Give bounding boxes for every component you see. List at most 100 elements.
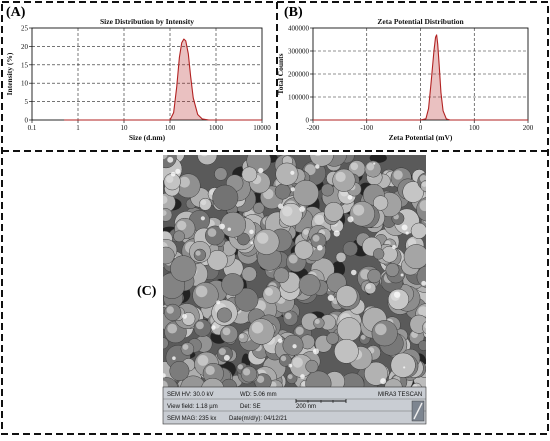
- sem-particle: [298, 274, 321, 296]
- sem-particle: [234, 287, 259, 312]
- sem-particle: [416, 265, 426, 288]
- zeta-chart-ytick-label-4: 400000: [288, 25, 310, 33]
- size-chart-xtick-label-2: 10: [121, 124, 129, 132]
- sem-particle: [402, 181, 424, 203]
- sem-particle: [237, 232, 250, 246]
- sem-bright-spot: [317, 244, 323, 251]
- sem-particle-highlight: [350, 162, 359, 171]
- sem-particle: [334, 338, 359, 364]
- sem-particle-highlight: [287, 374, 293, 380]
- size-chart-xtick-label-4: 1000: [209, 124, 224, 132]
- sem-bright-spot: [258, 167, 264, 174]
- sem-particle-highlight: [167, 323, 178, 334]
- sem-particle: [294, 240, 314, 260]
- sem-bright-spot: [392, 245, 397, 249]
- sem-particle: [323, 202, 344, 222]
- sem-bright-spot: [400, 273, 404, 277]
- sem-particle-highlight: [222, 327, 231, 336]
- size-chart-ylabel: Intensity (%): [5, 52, 14, 95]
- zeta-chart-ytick-label-0: 0: [306, 117, 310, 125]
- sem-particle-highlight: [424, 322, 426, 329]
- sem-particle-highlight: [285, 312, 292, 320]
- sem-particle: [336, 317, 362, 342]
- sem-particle-highlight: [360, 334, 366, 340]
- size-chart-xtick-label-5: 10000: [253, 124, 271, 132]
- sem-bright-spot: [163, 373, 166, 378]
- panel-label-a: (A): [6, 5, 26, 20]
- sem-bright-spot: [380, 378, 387, 385]
- tescan-logo-icon: [411, 400, 425, 422]
- sem-particle-highlight: [200, 199, 207, 206]
- sem-particle-highlight: [304, 164, 316, 176]
- sem-particle-highlight: [314, 155, 322, 157]
- sem-bright-spot: [277, 338, 283, 343]
- sem-particle-highlight: [218, 348, 226, 356]
- sem-bright-spot: [211, 325, 216, 330]
- sem-bright-spot: [351, 269, 357, 276]
- sem-hv: SEM HV: 30.0 kV: [167, 392, 213, 398]
- sem-particle: [241, 166, 258, 183]
- sem-particle: [221, 273, 245, 296]
- size-chart-ytick-label-5: 25: [21, 25, 29, 33]
- sem-particle: [416, 197, 426, 222]
- sem-scale-value: 200 nm: [296, 404, 316, 410]
- size-chart-frame: [31, 27, 263, 121]
- sem-bright-spot: [172, 356, 176, 360]
- zeta-chart-xtick-label-2: 0: [419, 124, 423, 132]
- sem-bright-spot: [299, 206, 306, 212]
- sem-particle-highlight: [163, 380, 168, 387]
- sem-particle-highlight: [257, 232, 269, 244]
- sem-particle: [418, 340, 426, 351]
- sem-particle: [335, 285, 358, 307]
- size-distribution-chart: 0.1 1 10 100 1000 10000 0 5 10 15 20 25 Size Distrib…: [5, 17, 271, 142]
- sem-particle: [403, 244, 426, 270]
- sem-particle: [163, 246, 175, 265]
- sem-scale-bar: [295, 399, 347, 403]
- sem-particle: [422, 321, 426, 335]
- sem-particle-highlight: [353, 204, 365, 216]
- sem-particle-highlight: [166, 306, 174, 314]
- sem-bright-spot: [290, 187, 295, 192]
- sem-particle: [367, 269, 382, 284]
- sem-particle: [390, 352, 416, 378]
- sem-bright-spot: [250, 241, 254, 245]
- sem-bright-spot: [393, 291, 401, 298]
- size-chart-xtick-label-3: 100: [165, 124, 176, 132]
- sem-bright-spot: [401, 224, 408, 231]
- sem-bright-spot: [249, 229, 254, 235]
- sem-particle: [309, 155, 334, 167]
- sem-particle: [197, 155, 218, 166]
- zeta-chart-title: Zeta Potential Distribution: [377, 17, 464, 26]
- sem-particle-highlight: [251, 321, 264, 334]
- sem-particle: [321, 183, 334, 197]
- size-chart-series-line-0: [64, 38, 262, 121]
- sem-particle-highlight: [419, 200, 426, 212]
- sem-particles: [163, 155, 426, 387]
- zeta-chart-xtick-label-1: -100: [360, 124, 373, 132]
- sem-info-bar: [162, 386, 427, 425]
- sem-particle: [384, 378, 403, 387]
- sem-particle: [207, 250, 228, 271]
- sem-particle: [326, 332, 339, 345]
- size-chart-series-fill-0: [64, 39, 263, 120]
- sem-particle-highlight: [166, 175, 174, 183]
- sem-wd: WD: 5.06 mm: [240, 392, 277, 398]
- sem-bright-spot: [403, 366, 406, 369]
- sem-particle: [173, 230, 185, 243]
- sem-bright-spot: [421, 280, 426, 286]
- sem-bright-spot: [278, 203, 284, 209]
- sem-particle-highlight: [163, 195, 168, 204]
- sem-particle-highlight: [197, 355, 209, 366]
- size-chart-xtick-label-1: 1: [76, 124, 80, 132]
- sem-particle-highlight: [205, 365, 215, 375]
- sem-bright-spot: [300, 374, 305, 379]
- sem-particle: [292, 179, 319, 207]
- sem-particle-highlight: [335, 171, 346, 182]
- zeta-potential-chart: -200 -100 0 100 200 0 100000 200000 300000 400000…: [276, 17, 534, 142]
- sem-brand: MIRA3 TESCAN: [378, 392, 422, 398]
- sem-particle-highlight: [282, 206, 293, 217]
- zeta-chart-xtick-label-4: 200: [523, 124, 534, 132]
- sem-particle-highlight: [366, 163, 375, 171]
